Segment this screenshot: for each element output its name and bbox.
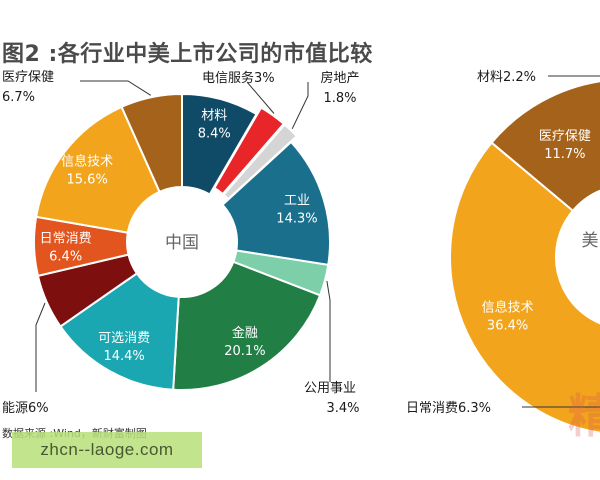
china-label-name-9: 信息技术 [61,153,113,169]
china-label-text-7: 能源6% [2,401,49,416]
us-label-name-1: 医疗保健 [539,129,591,144]
china-slice-10 [120,92,183,194]
china-label-pct-0: 8.4% [198,126,231,141]
china-label-name-4: 公用事业 [304,381,356,396]
china-label-text-1: 电信服务3% [202,70,275,86]
china-leader-1 [246,81,275,114]
china-slice-1 [212,106,286,196]
watermark-text: zhcn--laoge.com [40,440,174,459]
china-label-pct-5: 20.1% [224,344,265,359]
china-label-pct-10: 6.7% [2,90,35,105]
china-label-name-6: 可选消费 [98,331,150,346]
us-center-label: 美 [582,231,599,251]
china-leader-7 [35,302,46,392]
china-label-pct-4: 3.4% [326,401,359,416]
china-label-name-5: 金融 [232,325,258,341]
china-slice-3 [221,140,331,267]
china-leader-10 [80,80,151,96]
us-label-pct-2: 36.4% [487,319,528,334]
china-label-name-2: 房地产 [320,70,359,86]
chart-title: 图2 :各行业中美上市公司的市值比较 [2,42,373,67]
watermark-glyph: 精 [568,389,600,443]
china-leader-4 [326,280,331,382]
china-label-pct-9: 15.6% [67,172,108,187]
china-label-pct-6: 14.4% [103,349,144,364]
us-donut [449,80,600,434]
china-label-pct-2: 1.8% [323,91,356,106]
us-label-name-2: 信息技术 [482,300,534,316]
us-label-text-0: 材料2.2% [477,70,536,85]
china-label-name-3: 工业 [284,193,310,208]
china-slice-9 [35,105,161,234]
china-label-name-0: 材料 [201,108,227,123]
china-label-name-10: 医疗保健 [2,70,54,85]
us-label-text-3: 日常消费6.3% [406,401,491,416]
china-label-name-8: 日常消费 [40,231,92,246]
us-label-pct-1: 11.7% [544,147,585,162]
china-leader-2 [291,82,309,130]
china-label-pct-8: 6.4% [49,249,82,264]
watermark-banner: zhcn--laoge.com [12,432,202,468]
china-center-label: 中国 [165,233,199,253]
us-slice-2 [449,141,600,434]
china-slice-5 [172,260,322,391]
china-label-pct-3: 14.3% [276,211,317,226]
us-slice-1 [490,80,600,213]
china-slice-6 [59,271,180,391]
china-donut [33,80,331,392]
